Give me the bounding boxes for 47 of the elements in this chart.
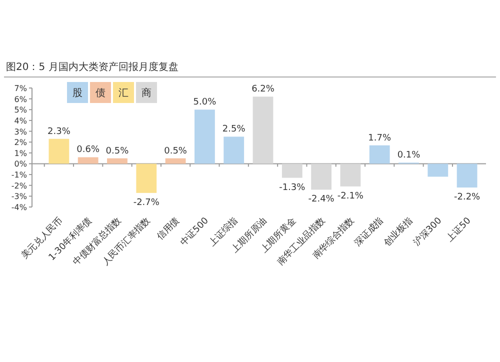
text: 债 <box>96 88 106 99</box>
data-label: -2.4% <box>308 194 335 205</box>
bar <box>252 96 274 164</box>
y-tick-label: 4% <box>14 116 28 126</box>
x-tick-label: 深证成指 <box>352 215 386 249</box>
bar <box>224 136 244 164</box>
data-label: -2.7% <box>133 198 160 208</box>
data-label: 6.2% <box>252 84 275 95</box>
text: 商 <box>142 87 152 99</box>
data-label: 0.6% <box>76 145 100 156</box>
bar <box>48 138 70 164</box>
bar <box>136 164 157 193</box>
data-label: 5.0% <box>193 98 217 108</box>
data-label: 1.7% <box>368 133 392 144</box>
data-label: 2.5% <box>222 124 246 135</box>
bar <box>311 164 332 190</box>
chart-title: 图20：5 月国内大类资产回报月度复盘 <box>6 61 178 73</box>
y-tick-label: -4% <box>11 203 28 212</box>
y-tick-label: -2% <box>11 181 28 190</box>
data-label: 0.1% <box>397 150 421 161</box>
data-label: -1.3% <box>279 182 306 193</box>
x-tick-label: 上证50 <box>444 215 474 244</box>
data-label: -2.2% <box>454 192 481 203</box>
y-tick-label: 7% <box>14 84 28 93</box>
data-label: 0.5% <box>164 146 188 156</box>
text: 汇 <box>118 87 128 99</box>
y-tick-label: -1% <box>11 170 28 180</box>
bar <box>456 164 478 188</box>
bar <box>428 164 448 177</box>
bar <box>107 158 128 164</box>
bar <box>369 145 390 164</box>
y-tick-label: 2% <box>14 138 28 148</box>
bar <box>194 110 215 164</box>
data-label: 2.3% <box>48 126 71 137</box>
y-tick-label: 3% <box>14 127 28 136</box>
data-label: -2.1% <box>337 191 364 202</box>
y-tick-label: 6% <box>14 94 28 104</box>
data-label: 0.5% <box>106 146 130 156</box>
bar <box>282 164 302 178</box>
bar <box>340 164 361 186</box>
text: 股 <box>72 88 82 99</box>
y-tick-label: 5% <box>14 106 28 115</box>
y-tick-label: 0% <box>14 160 28 169</box>
bar <box>165 158 186 164</box>
y-tick-label: 1% <box>14 148 28 158</box>
y-tick-label: -3% <box>11 192 28 202</box>
bar <box>78 157 98 164</box>
